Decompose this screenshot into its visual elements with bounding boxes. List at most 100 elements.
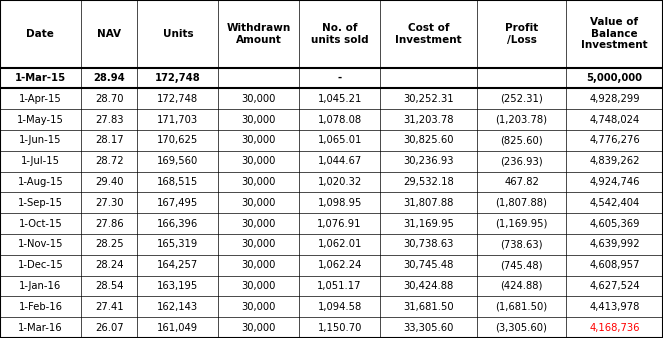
Text: 27.83: 27.83 [95,115,123,125]
Text: 172,748: 172,748 [155,73,201,83]
Text: 1-Apr-15: 1-Apr-15 [19,94,62,104]
Text: 30,000: 30,000 [241,198,276,208]
Text: 29.40: 29.40 [95,177,123,187]
Text: NAV: NAV [97,29,121,39]
Text: (825.60): (825.60) [500,136,543,145]
Text: 161,049: 161,049 [157,322,198,333]
Text: 31,681.50: 31,681.50 [403,302,454,312]
Text: 30,000: 30,000 [241,322,276,333]
Text: 1-Jul-15: 1-Jul-15 [21,156,60,166]
Text: 33,305.60: 33,305.60 [403,322,453,333]
Text: No. of
units sold: No. of units sold [311,23,369,45]
Text: 28.94: 28.94 [93,73,125,83]
Text: 4,608,957: 4,608,957 [589,260,640,270]
Text: 1,065.01: 1,065.01 [318,136,362,145]
Text: Date: Date [27,29,54,39]
Text: 1,020.32: 1,020.32 [318,177,362,187]
Text: 30,745.48: 30,745.48 [403,260,453,270]
Text: 28.54: 28.54 [95,281,123,291]
Text: Cost of
Investment: Cost of Investment [395,23,462,45]
Text: 4,627,524: 4,627,524 [589,281,640,291]
Text: 4,748,024: 4,748,024 [589,115,640,125]
Text: 30,252.31: 30,252.31 [403,94,454,104]
Text: 1,094.58: 1,094.58 [318,302,362,312]
Text: (1,681.50): (1,681.50) [495,302,548,312]
Text: 1,098.95: 1,098.95 [318,198,362,208]
Text: 30,000: 30,000 [241,136,276,145]
Text: 165,319: 165,319 [157,239,198,249]
Text: 28.72: 28.72 [95,156,123,166]
Text: 4,776,276: 4,776,276 [589,136,640,145]
Text: 29,532.18: 29,532.18 [403,177,454,187]
Text: 162,143: 162,143 [157,302,198,312]
Text: 30,000: 30,000 [241,302,276,312]
Text: 27.41: 27.41 [95,302,123,312]
Text: (738.63): (738.63) [501,239,543,249]
Text: (424.88): (424.88) [501,281,543,291]
Text: 30,825.60: 30,825.60 [403,136,453,145]
Text: 30,000: 30,000 [241,239,276,249]
Text: (745.48): (745.48) [501,260,543,270]
Text: 30,000: 30,000 [241,156,276,166]
Text: -: - [337,73,341,83]
Text: 1-Nov-15: 1-Nov-15 [18,239,63,249]
Text: 4,168,736: 4,168,736 [589,322,640,333]
Text: 1-Mar-16: 1-Mar-16 [18,322,63,333]
Text: 5,000,000: 5,000,000 [587,73,642,83]
Text: (252.31): (252.31) [500,94,543,104]
Text: 1-Sep-15: 1-Sep-15 [18,198,63,208]
Text: 164,257: 164,257 [157,260,198,270]
Text: (1,169.95): (1,169.95) [495,219,548,228]
Text: 1-May-15: 1-May-15 [17,115,64,125]
Text: 1-Feb-16: 1-Feb-16 [19,302,62,312]
Text: 171,703: 171,703 [157,115,198,125]
Text: 30,738.63: 30,738.63 [403,239,453,249]
Text: 1,062.01: 1,062.01 [318,239,362,249]
Text: 168,515: 168,515 [157,177,198,187]
Text: 4,839,262: 4,839,262 [589,156,640,166]
Text: 27.30: 27.30 [95,198,123,208]
Text: (236.93): (236.93) [500,156,543,166]
Text: 1,045.21: 1,045.21 [318,94,362,104]
Text: 4,928,299: 4,928,299 [589,94,640,104]
Text: 30,236.93: 30,236.93 [403,156,453,166]
Text: 170,625: 170,625 [157,136,198,145]
Text: Profit
/Loss: Profit /Loss [505,23,538,45]
Text: 1-Oct-15: 1-Oct-15 [19,219,62,228]
Text: 31,807.88: 31,807.88 [403,198,453,208]
Text: 166,396: 166,396 [157,219,198,228]
Text: 4,542,404: 4,542,404 [589,198,640,208]
Text: 30,000: 30,000 [241,219,276,228]
Text: 31,169.95: 31,169.95 [403,219,454,228]
Text: 28.17: 28.17 [95,136,123,145]
Text: 30,000: 30,000 [241,260,276,270]
Text: 1,150.70: 1,150.70 [318,322,362,333]
Text: 30,000: 30,000 [241,177,276,187]
Text: Withdrawn
Amount: Withdrawn Amount [227,23,291,45]
Text: 4,924,746: 4,924,746 [589,177,640,187]
Text: 30,000: 30,000 [241,94,276,104]
Text: 1-Dec-15: 1-Dec-15 [17,260,63,270]
Text: 163,195: 163,195 [157,281,198,291]
Text: (1,807.88): (1,807.88) [495,198,548,208]
Text: 28.70: 28.70 [95,94,123,104]
Text: 1-Jan-16: 1-Jan-16 [19,281,62,291]
Text: 172,748: 172,748 [157,94,198,104]
Text: Units: Units [162,29,193,39]
Text: 1-Jun-15: 1-Jun-15 [19,136,62,145]
Text: 31,203.78: 31,203.78 [403,115,453,125]
Text: 167,495: 167,495 [157,198,198,208]
Text: 30,000: 30,000 [241,115,276,125]
Text: 1-Aug-15: 1-Aug-15 [17,177,63,187]
Text: 30,424.88: 30,424.88 [403,281,453,291]
Text: (3,305.60): (3,305.60) [495,322,548,333]
Text: 1,062.24: 1,062.24 [318,260,362,270]
Text: 28.25: 28.25 [95,239,123,249]
Text: 30,000: 30,000 [241,281,276,291]
Text: Value of
Balance
Investment: Value of Balance Investment [581,17,648,50]
Text: 1,078.08: 1,078.08 [318,115,361,125]
Text: 27.86: 27.86 [95,219,123,228]
Text: 1,051.17: 1,051.17 [318,281,362,291]
Text: 169,560: 169,560 [157,156,198,166]
Text: 26.07: 26.07 [95,322,123,333]
